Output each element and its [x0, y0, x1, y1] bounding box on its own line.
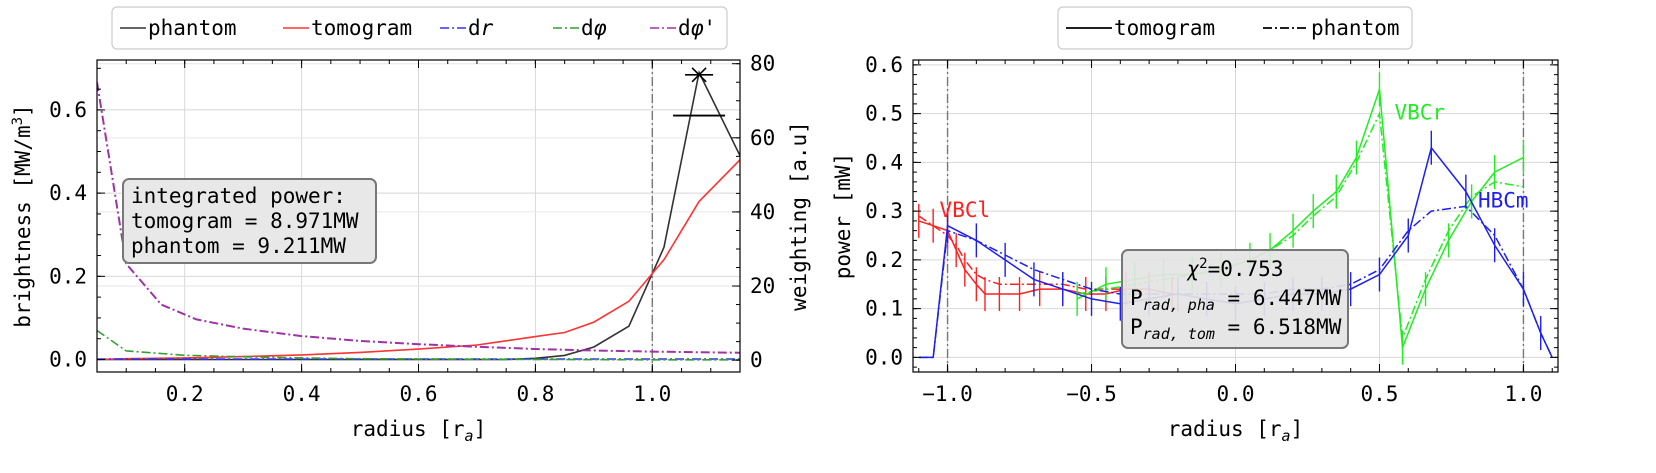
- legend-box: [1057, 6, 1413, 50]
- legend-label: dr: [468, 16, 494, 40]
- y-tick-label: 0.4: [865, 150, 903, 174]
- x-tick-label: 1.0: [633, 382, 671, 406]
- y-tick-label: 0.5: [865, 102, 903, 126]
- y2-axis-label: weighting [a.u]: [787, 121, 811, 311]
- y2-tick-label: 80: [750, 52, 775, 76]
- x-tick-label: 0.5: [1361, 382, 1399, 406]
- series-line-d: [97, 329, 740, 361]
- weighting-max-marker: [685, 67, 714, 83]
- legend-label: tomogram: [311, 16, 412, 40]
- x-tick-label: −0.5: [1066, 382, 1117, 406]
- annotation-line: integrated power:: [131, 184, 346, 208]
- annotation-box-bg: [1121, 249, 1349, 349]
- legend-label: dφ: [581, 16, 607, 40]
- annotation-line: tomogram = 8.971MW: [131, 209, 359, 233]
- y-tick-label: 0.1: [865, 297, 903, 321]
- x-tick-label: 0.2: [166, 382, 204, 406]
- camera-label-vbcl: VBCl: [940, 198, 991, 222]
- camera-label-hbcm: HBCm: [1478, 188, 1529, 212]
- y-tick-label: 0.6: [865, 53, 903, 77]
- x-tick-label: 1.0: [1504, 382, 1542, 406]
- y2-tick-label: 40: [750, 200, 775, 224]
- p-phantom-text: Prad, pha = 6.447MW: [1130, 286, 1342, 314]
- annotation-line: phantom = 9.211MW: [131, 234, 346, 258]
- legend-label: dφ': [678, 16, 716, 40]
- p-tomogram-text: Prad, tom = 6.518MW: [1130, 315, 1342, 343]
- camera-label-vbcr: VBCr: [1395, 101, 1446, 125]
- y-tick-label: 0.2: [865, 248, 903, 272]
- x-tick-label: 0.0: [1217, 382, 1255, 406]
- x-tick-label: 0.8: [516, 382, 554, 406]
- y-tick-label: 0.3: [865, 199, 903, 223]
- y2-tick-label: 0: [750, 348, 763, 372]
- y-tick-label: 0.0: [49, 348, 87, 372]
- legend-box: [111, 6, 728, 50]
- y-axis-label: brightness [MW/m3]: [10, 104, 35, 327]
- series-group: [97, 70, 740, 361]
- legend: phantom tomogram dr dφ dφ': [111, 6, 728, 50]
- y2-tick-label: 20: [750, 274, 775, 298]
- series-line-tomogram: [97, 159, 740, 361]
- annotation-box-bg: [122, 178, 377, 264]
- brightness-plot: 0.2 0.4 0.6 0.8 1.0 0.0 0.2 0.4 0.6 0 20 40 60 80 radi…: [10, 6, 811, 445]
- legend-label: tomogram: [1114, 16, 1215, 40]
- series-line-vbcl-dashdot: [918, 215, 1173, 295]
- y-tick-label: 0.6: [49, 98, 87, 122]
- y-tick-label: 0.2: [49, 264, 87, 288]
- integrated-power-box: integrated power:tomogram = 8.971MWphant…: [122, 178, 377, 264]
- legend: tomogram phantom: [1057, 6, 1413, 50]
- legend-label: phantom: [148, 16, 237, 40]
- series-line-d: [97, 82, 740, 354]
- y-tick-label: 0.0: [865, 345, 903, 369]
- chi2-text: χ2=0.753: [1187, 256, 1284, 281]
- y2-tick-label: 60: [750, 126, 775, 150]
- x-axis-label: radius [ra]: [351, 417, 486, 445]
- y-tick-label: 0.4: [49, 181, 87, 205]
- x-tick-label: 0.4: [283, 382, 321, 406]
- y-axis-label: power [mW]: [831, 153, 855, 279]
- power-plot: −1.0 −0.5 0.0 0.5 1.0 0.0 0.1 0.2 0.3 0.4 0.5 0.6 ra…: [831, 6, 1559, 445]
- legend-label: phantom: [1311, 16, 1400, 40]
- x-tick-label: 0.6: [400, 382, 438, 406]
- x-axis-label: radius [ra]: [1168, 417, 1303, 445]
- x-tick-label: −1.0: [922, 382, 973, 406]
